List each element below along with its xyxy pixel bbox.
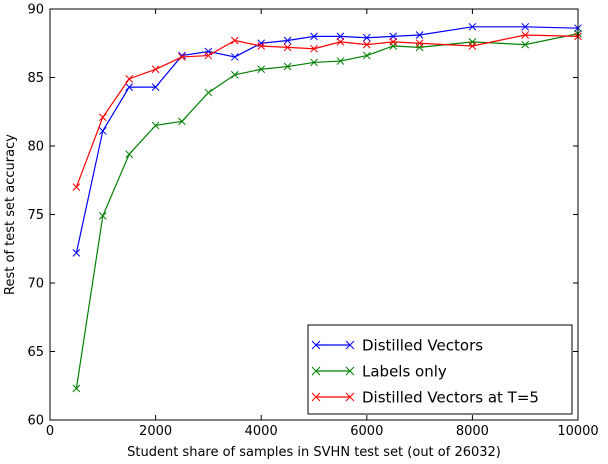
data-point-marker <box>72 384 81 393</box>
data-point-marker <box>151 83 160 91</box>
data-point-marker <box>389 38 398 46</box>
y-tick-label: 80 <box>27 140 44 155</box>
series-0 <box>72 22 582 257</box>
legend-label: Labels only <box>362 363 447 381</box>
axis-ticks <box>49 8 579 421</box>
data-point-marker <box>415 39 424 48</box>
legend: Distilled Vectors Labels only Distilled Ve… <box>307 324 573 415</box>
data-point-marker <box>125 83 134 91</box>
data-point-marker <box>204 88 213 97</box>
y-tick-label: 65 <box>27 345 44 360</box>
data-point-marker <box>178 53 186 61</box>
x-tick-label: 10000 <box>557 424 598 439</box>
data-point-marker <box>362 33 371 42</box>
data-point-marker <box>72 249 81 257</box>
data-point-marker <box>98 113 107 122</box>
data-point-marker <box>415 31 424 39</box>
series-line <box>75 34 579 188</box>
data-point-marker <box>389 32 398 41</box>
series-2 <box>72 31 582 191</box>
x-tick-label: 6000 <box>350 424 383 439</box>
x-tick-label: 2000 <box>139 424 172 439</box>
legend-marker <box>311 366 321 376</box>
data-point-marker <box>125 75 134 83</box>
data-point-marker <box>283 36 292 45</box>
legend-marker <box>345 340 355 350</box>
data-point-marker <box>178 117 186 126</box>
data-point-marker <box>98 127 107 135</box>
series-line <box>75 26 579 253</box>
data-point-marker <box>230 36 239 45</box>
data-point-marker <box>521 31 530 39</box>
legend-label: Distilled Vectors <box>362 337 483 355</box>
x-axis-title: Student share of samples in SVHN test se… <box>127 445 501 460</box>
legend-marker <box>311 392 321 402</box>
data-point-marker <box>310 32 318 41</box>
data-point-marker <box>336 38 345 46</box>
data-point-marker <box>336 32 345 41</box>
data-point-marker <box>310 44 318 53</box>
data-point-marker <box>521 22 530 31</box>
data-point-marker <box>125 150 134 159</box>
tick-labels: 0 2000 4000 6000 8000 10000 60 65 70 75 80 85 90 <box>27 3 598 440</box>
data-point-marker <box>151 65 160 74</box>
y-tick-label: 85 <box>27 71 44 86</box>
x-tick-label: 8000 <box>456 424 489 439</box>
y-axis-title: Rest of test set accuracy <box>3 134 18 295</box>
data-point-marker <box>362 51 371 60</box>
data-point-marker <box>151 121 160 130</box>
data-point-marker <box>204 51 213 60</box>
legend-marker <box>345 366 355 376</box>
data-point-marker <box>283 62 292 71</box>
data-point-marker <box>230 70 239 79</box>
plot-content <box>72 22 582 393</box>
x-tick-label: 4000 <box>245 424 278 439</box>
legend-marker <box>311 340 321 350</box>
data-point-marker <box>468 22 477 31</box>
data-point-marker <box>72 183 81 191</box>
y-tick-label: 75 <box>27 208 44 223</box>
data-point-marker <box>257 65 266 74</box>
y-tick-label: 90 <box>27 3 44 18</box>
y-tick-label: 60 <box>27 414 44 429</box>
data-point-marker <box>310 58 318 67</box>
legend-label: Distilled Vectors at T=5 <box>362 389 539 407</box>
data-point-marker <box>468 42 477 50</box>
data-point-marker <box>362 40 371 49</box>
data-point-marker <box>336 57 345 65</box>
x-tick-label: 0 <box>46 424 54 439</box>
data-point-marker <box>230 53 239 61</box>
data-point-marker <box>283 43 292 52</box>
y-tick-label: 70 <box>27 277 44 292</box>
data-point-marker <box>521 40 530 49</box>
data-point-marker <box>98 212 107 220</box>
data-point-marker <box>257 42 266 50</box>
legend-marker <box>345 392 355 402</box>
